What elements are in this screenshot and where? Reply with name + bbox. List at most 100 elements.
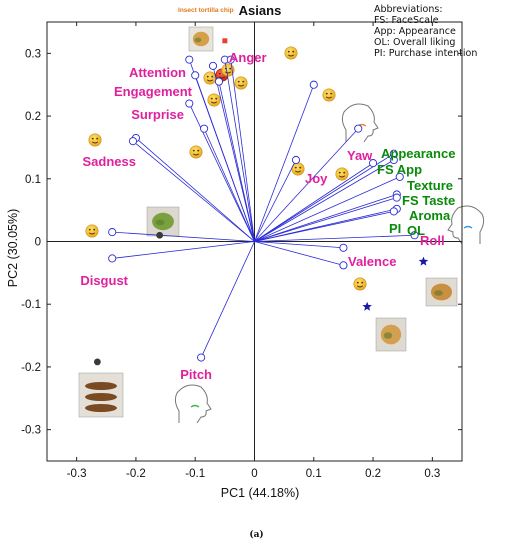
loading-label: PI (389, 221, 401, 236)
figure-caption: (a) (249, 530, 264, 540)
loading-vector-line (203, 128, 255, 242)
loading-vector-line (254, 211, 394, 242)
loading-label: Joy (305, 171, 328, 186)
loading-label: FS Taste (402, 193, 455, 208)
emoji-face-icon (335, 167, 349, 181)
y-tick-label-4: 0.1 (25, 174, 41, 186)
loading-vectors (108, 55, 419, 362)
loading-point (197, 353, 206, 362)
y-tick-label-6: 0.3 (25, 48, 41, 60)
emoji-face-icon (353, 277, 367, 291)
loading-point (410, 231, 419, 240)
loading-vector-line (254, 234, 415, 242)
loading-point (389, 207, 398, 216)
guacamole-chip-photo-icon (425, 277, 458, 307)
x-tick-label-3: 0 (251, 468, 257, 480)
sample-star-marker (362, 301, 372, 311)
x-tick-label-1: -0.2 (126, 468, 146, 480)
loading-point (208, 61, 218, 70)
loading-vector-line (132, 140, 255, 242)
sample-markers: Insect tortilla chip (93, 7, 429, 366)
loading-point (108, 228, 117, 237)
emoji-face-icon (203, 71, 217, 85)
loading-vector-line (254, 197, 397, 242)
loading-vector-line (254, 162, 374, 242)
abbreviation-app: App: Appearance (374, 26, 456, 37)
emoji-face-icon (322, 88, 336, 102)
abbreviations-box: Abbreviations: FS: FaceScale App: Appear… (374, 4, 477, 59)
y-tick-label-2: -0.1 (21, 299, 41, 311)
loading-point (200, 124, 209, 133)
sample-dot-marker (93, 358, 101, 366)
sample-dot-marker (156, 231, 164, 239)
roll-head-icon (447, 205, 485, 245)
loading-label: Sadness (83, 154, 136, 169)
loading-vector-line (188, 103, 255, 242)
x-axis-label: PC1 (44.18%) (221, 486, 300, 500)
loading-point (392, 193, 401, 202)
loading-vector-line (224, 59, 255, 242)
loading-vector-line (254, 241, 344, 249)
loading-point (185, 55, 194, 64)
tortilla-chip-photo-icon (188, 26, 214, 52)
emoji-face-icon (88, 133, 102, 147)
y-axis-label: PC2 (30.05%) (6, 209, 20, 288)
loading-label: Pitch (180, 367, 212, 382)
loading-vector-line (254, 176, 400, 242)
loading-vector-line (112, 241, 255, 259)
loading-vector-line (254, 159, 395, 242)
emoji-face-icon (221, 63, 235, 77)
x-tick-label-0: -0.3 (67, 468, 87, 480)
loading-point (389, 155, 398, 165)
x-tick-label-2: -0.1 (185, 468, 205, 480)
loading-label: OL (407, 223, 425, 238)
x-tick-label-5: 0.2 (365, 468, 381, 480)
abbreviation-ol: OL: Overall liking (374, 37, 456, 48)
chart-title: Asians (239, 3, 282, 18)
y-tick-label-5: 0.2 (25, 111, 41, 123)
loading-label: Valence (348, 254, 396, 269)
loading-point (339, 243, 348, 252)
y-tick-label-3: 0 (35, 237, 41, 249)
abbreviations-heading: Abbreviations: (374, 4, 443, 15)
green-chip-photo-icon (146, 206, 180, 237)
loading-label: Yaw (347, 148, 373, 163)
loading-vector-line (230, 59, 255, 242)
loading-label: Disgust (80, 273, 128, 288)
decorations (78, 26, 485, 424)
loading-label: Aroma (409, 208, 451, 223)
loading-point (339, 261, 348, 270)
emoji-face-icon (284, 46, 298, 60)
loading-labels: Anger Attention Engagement Surprise Sadness D… (80, 50, 455, 382)
emoji-face-icon (207, 93, 221, 107)
x-tick-label-6: 0.3 (424, 468, 440, 480)
loading-vector-line (194, 75, 255, 242)
loading-vector-line (254, 84, 315, 242)
loading-point (395, 172, 404, 181)
loading-vector-line (112, 231, 255, 242)
loading-point (369, 159, 378, 168)
loading-label: Appearance (381, 146, 455, 161)
emoji-face-icon (189, 145, 203, 159)
loading-point (354, 124, 363, 133)
insect-photo-icon (78, 372, 124, 418)
emoji-face-icon (85, 224, 99, 238)
loading-vector-line (218, 81, 255, 242)
loading-vector-line (254, 241, 344, 266)
loading-point (128, 137, 138, 146)
loading-point (214, 77, 223, 86)
loading-vector-line (254, 153, 395, 242)
sample-star-marker (418, 256, 429, 266)
yaw-head-icon (341, 103, 379, 143)
loading-vector-line (135, 137, 255, 242)
loading-vector-line (254, 159, 297, 242)
loading-point (185, 99, 194, 108)
sample-square-marker (222, 38, 228, 44)
loading-point (226, 55, 235, 64)
loading-point (291, 155, 301, 165)
loading-label: FS App (377, 162, 422, 177)
emoji-face-icon (234, 76, 248, 90)
plain-chip-photo-icon (375, 317, 407, 352)
